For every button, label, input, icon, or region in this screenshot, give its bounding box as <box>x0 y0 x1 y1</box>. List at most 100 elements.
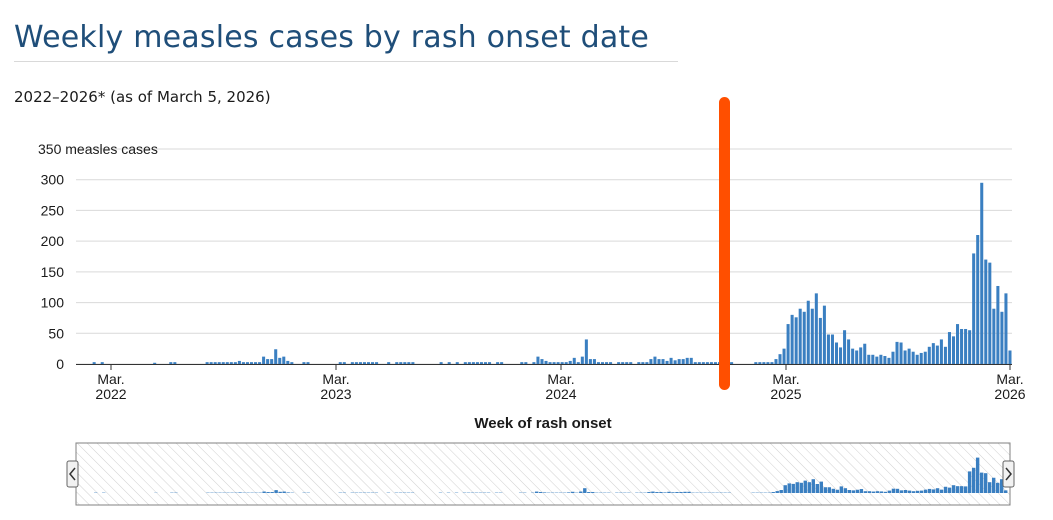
bar <box>923 351 927 364</box>
navigator-bar <box>967 471 972 493</box>
bar <box>786 324 790 364</box>
bar <box>302 362 306 364</box>
bar <box>879 354 883 364</box>
bar <box>262 356 266 364</box>
bar <box>1000 311 1004 364</box>
bar <box>572 357 576 364</box>
navigator-bar <box>907 490 912 493</box>
navigator-bar <box>579 491 583 493</box>
bar <box>629 362 633 364</box>
bar <box>358 362 362 364</box>
bar <box>774 359 778 364</box>
navigator-bar <box>543 492 547 493</box>
bar <box>839 347 843 364</box>
bar <box>439 362 443 364</box>
navigator-bar <box>999 479 1004 493</box>
navigator-bar <box>659 492 663 493</box>
bar <box>915 354 919 364</box>
x-tick-year: 2026 <box>994 386 1025 402</box>
bar <box>467 362 471 364</box>
bar <box>818 317 822 364</box>
navigator-bar <box>831 488 836 493</box>
navigator-bar <box>891 488 896 493</box>
navigator-bar <box>771 492 775 493</box>
bar <box>483 362 488 364</box>
bar <box>588 359 592 364</box>
navigator-right-handle[interactable] <box>1002 460 1015 488</box>
navigator-bar <box>983 473 988 493</box>
navigator-bar <box>935 488 940 493</box>
bar <box>956 324 960 364</box>
navigator-bar <box>278 491 282 493</box>
navigator-bar <box>931 489 936 493</box>
bar <box>209 362 213 364</box>
bar <box>576 362 580 364</box>
bar <box>245 362 249 364</box>
y-tick-label: 50 <box>48 325 64 341</box>
bar <box>943 346 947 364</box>
bar <box>278 357 282 364</box>
bar <box>806 300 810 364</box>
bar <box>754 362 758 364</box>
navigator-bar <box>583 488 587 493</box>
navigator-bar <box>795 482 799 493</box>
navigator-bar <box>827 487 832 493</box>
bar <box>362 362 366 364</box>
navigator-bar <box>991 477 996 493</box>
y-tick-label: 0 <box>56 356 64 372</box>
bar <box>641 362 645 364</box>
bar <box>342 362 346 364</box>
page-title: Weekly measles cases by rash onset date <box>14 20 650 55</box>
bar <box>883 356 887 364</box>
navigator-bar <box>839 486 844 493</box>
bar <box>524 362 528 364</box>
bar <box>540 359 544 364</box>
bar <box>580 356 584 364</box>
bar <box>697 362 701 364</box>
navigator-bar <box>651 491 655 493</box>
bar <box>758 362 762 364</box>
bar <box>988 262 992 364</box>
bar <box>375 362 379 364</box>
bar <box>447 362 451 364</box>
bar <box>213 362 217 364</box>
navigator-left-handle[interactable] <box>66 460 79 488</box>
bar <box>927 346 931 364</box>
x-tick-label: Mar. <box>772 371 799 387</box>
navigator-bar <box>847 490 852 493</box>
bar <box>657 359 661 364</box>
bar <box>500 362 504 364</box>
navigator-bar <box>679 492 683 493</box>
bar <box>471 362 475 364</box>
bar <box>984 259 988 364</box>
navigator-bar <box>671 492 675 493</box>
navigator-bar <box>963 486 968 493</box>
bar <box>169 362 173 364</box>
navigator-bar <box>871 491 876 493</box>
navigator-bar <box>943 486 948 493</box>
navigator-bar <box>274 490 278 493</box>
bar <box>782 348 786 364</box>
bar <box>709 362 713 364</box>
navigator-window[interactable] <box>75 442 1011 506</box>
bar <box>992 308 996 364</box>
bar <box>399 362 403 364</box>
range-navigator[interactable] <box>66 442 1015 506</box>
bar <box>798 308 802 364</box>
bar <box>972 253 976 364</box>
bar <box>960 328 964 364</box>
bar <box>411 362 415 364</box>
navigator-bar <box>270 492 274 493</box>
bar <box>455 362 459 364</box>
navigator-bar <box>238 492 242 493</box>
navigator-bar <box>927 488 932 493</box>
bar <box>871 354 875 364</box>
bar <box>863 343 867 364</box>
navigator-bar <box>534 491 539 493</box>
navigator-bar <box>663 492 667 493</box>
navigator-bar <box>667 491 671 493</box>
navigator-bar <box>282 491 286 493</box>
bar <box>770 362 774 364</box>
bar <box>867 354 871 364</box>
